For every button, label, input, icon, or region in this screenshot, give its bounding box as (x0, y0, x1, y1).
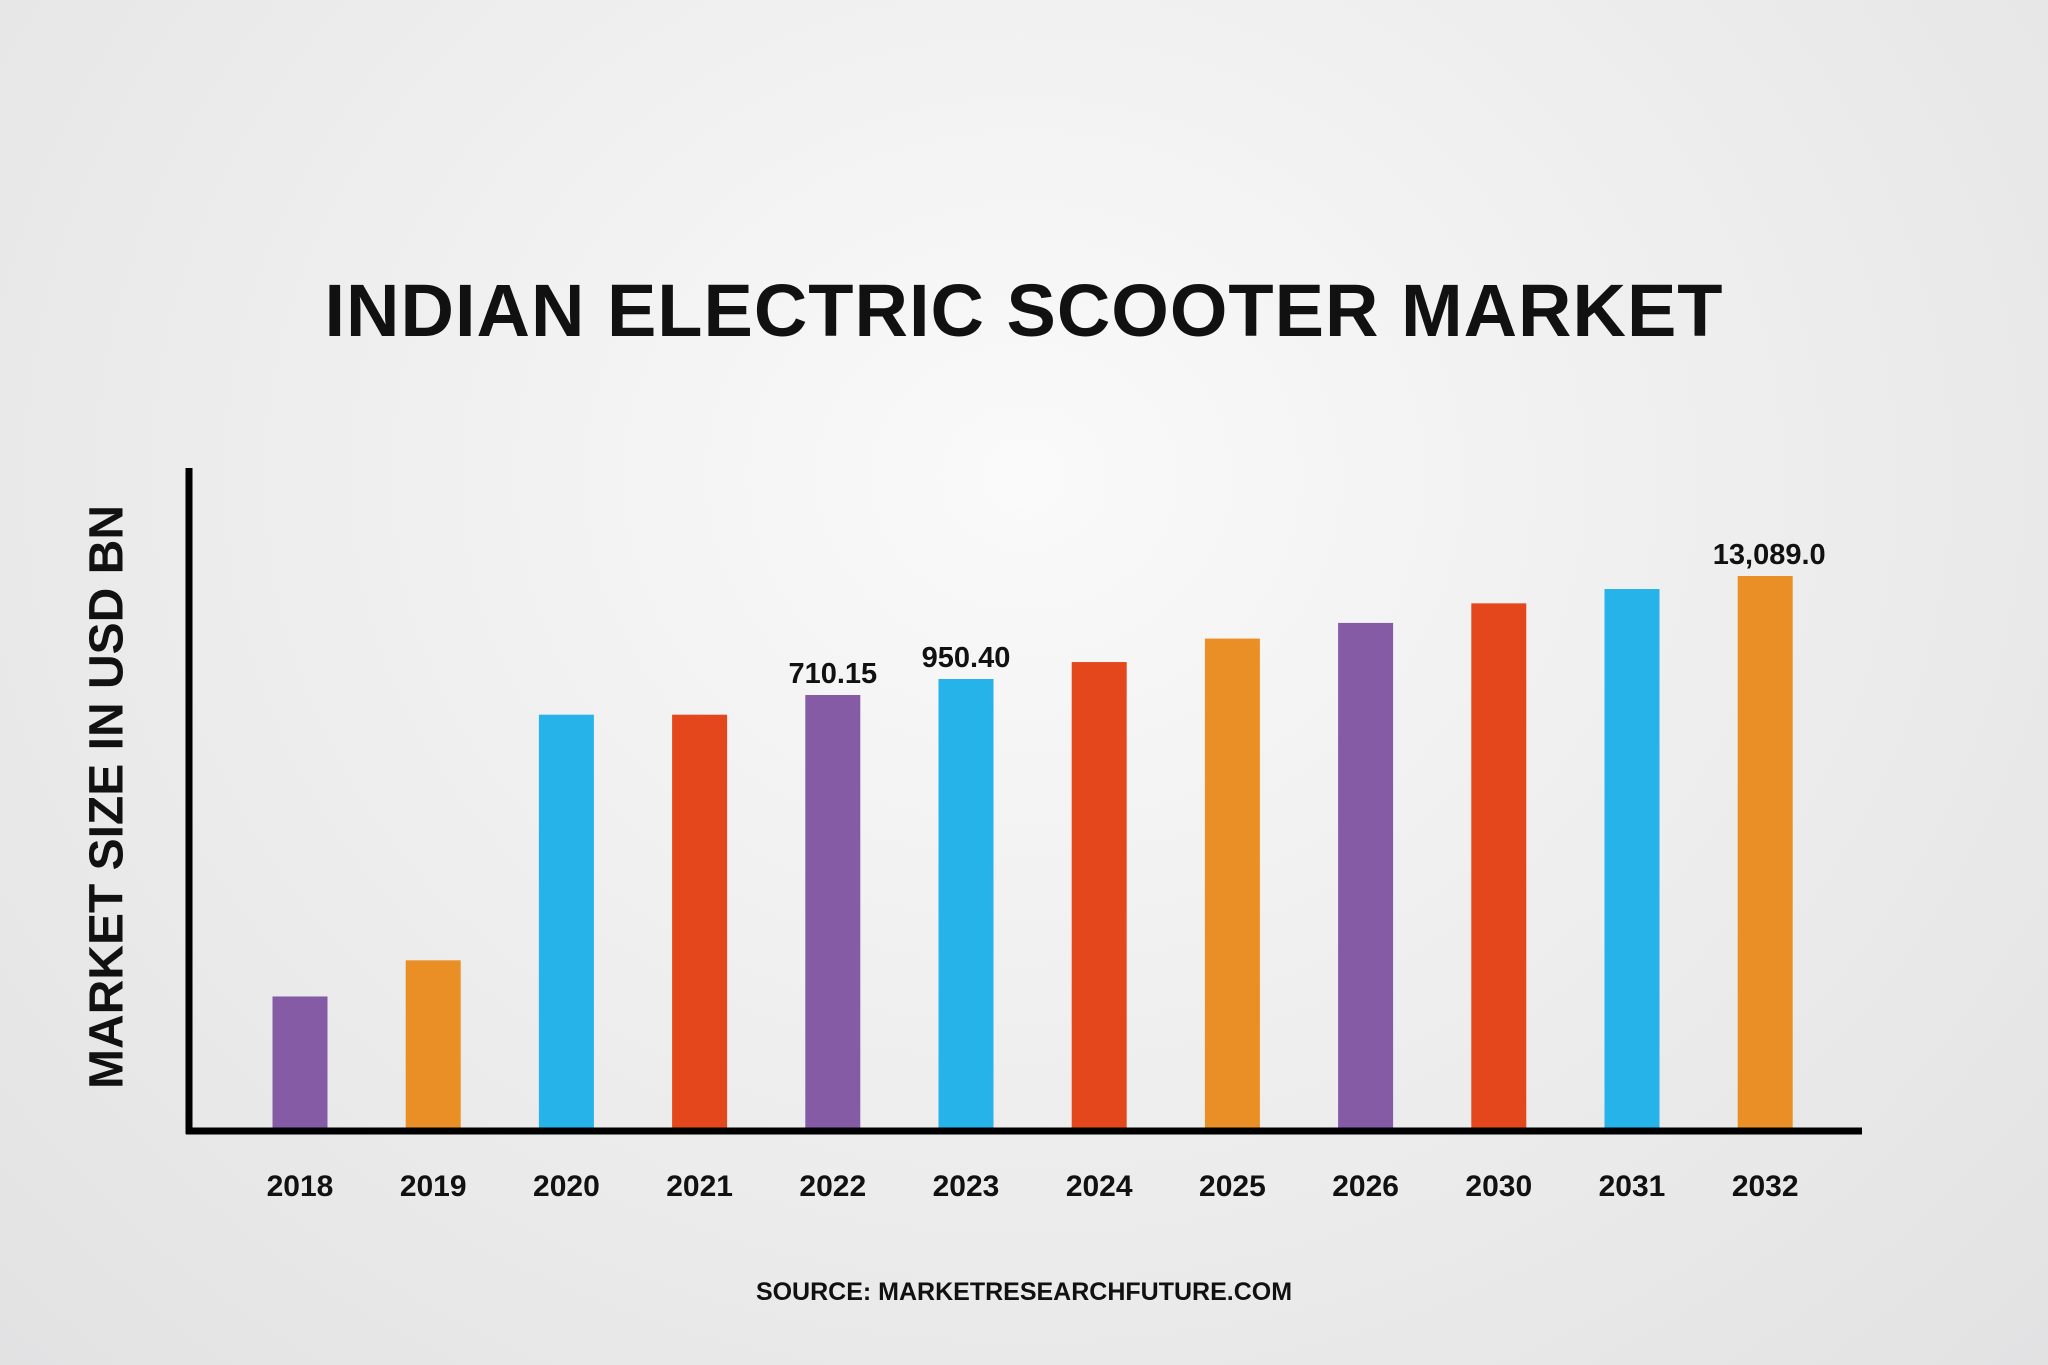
x-tick-label: 2018 (267, 1170, 334, 1203)
x-tick-label: 2025 (1199, 1170, 1266, 1203)
x-tick-label: 2020 (533, 1170, 600, 1203)
x-tick-label: 2031 (1599, 1170, 1666, 1203)
x-tick-label: 2022 (799, 1170, 866, 1203)
x-tick-label: 2019 (400, 1170, 467, 1203)
bar-2030 (1471, 603, 1527, 1130)
x-tick-label: 2023 (933, 1170, 1000, 1203)
data-label: 13,089.0 (1713, 539, 1826, 571)
chart-title: INDIAN ELECTRIC SCOOTER MARKET (324, 269, 1724, 352)
x-tick-label: 2021 (666, 1170, 733, 1203)
source-note: SOURCE: MARKETRESEARCHFUTURE.COM (755, 1278, 1293, 1306)
x-tick-label: 2032 (1732, 1170, 1799, 1203)
x-tick-label: 2030 (1465, 1170, 1532, 1203)
data-label: 950.40 (922, 642, 1011, 674)
bar-2018 (272, 996, 328, 1130)
bar-2019 (405, 960, 461, 1130)
bar-2021 (672, 714, 728, 1130)
bar-2025 (1204, 638, 1260, 1130)
x-tick-label: 2024 (1066, 1170, 1133, 1203)
bar-2031 (1604, 589, 1660, 1130)
bar-2022 (805, 695, 861, 1130)
bar-2026 (1338, 622, 1394, 1130)
bar-2020 (538, 714, 594, 1130)
bar-2023 (938, 679, 994, 1130)
bar-2032 (1737, 576, 1793, 1130)
x-tick-label: 2026 (1332, 1170, 1399, 1203)
bar-2024 (1071, 662, 1127, 1130)
data-label: 710.15 (788, 658, 877, 690)
